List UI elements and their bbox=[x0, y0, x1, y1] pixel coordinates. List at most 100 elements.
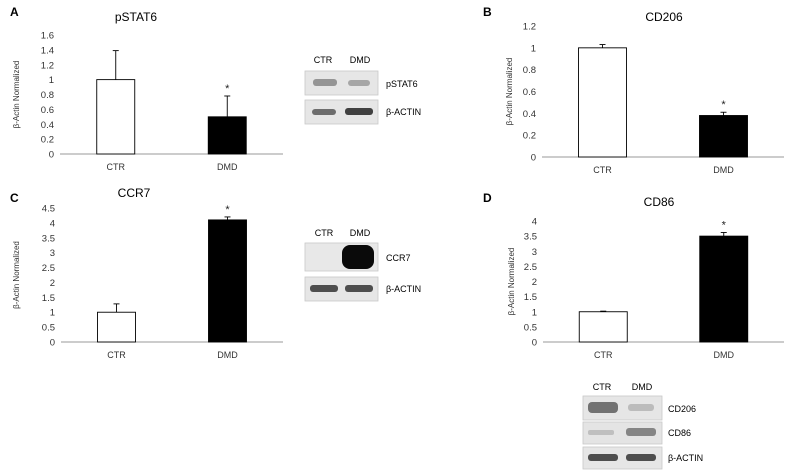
blot-a-lane-dmd: DMD bbox=[350, 55, 371, 65]
x-tick-label: DMD bbox=[217, 350, 238, 360]
y-tick-label: 1.6 bbox=[41, 31, 54, 42]
y-tick-label: 1 bbox=[49, 75, 54, 86]
x-tick-label: DMD bbox=[217, 162, 238, 172]
y-tick-label: 0.5 bbox=[42, 323, 55, 334]
blot-d-lane-dmd: DMD bbox=[632, 382, 653, 392]
y-tick-label: 1.2 bbox=[523, 22, 536, 33]
y-tick-label: 3.5 bbox=[524, 232, 537, 243]
y-axis-label: β-Actin Normalized bbox=[507, 248, 516, 316]
panel-b-title: CD206 bbox=[645, 10, 683, 24]
y-tick-label: 3.5 bbox=[42, 233, 55, 244]
y-tick-label: 0 bbox=[49, 150, 54, 161]
y-tick-label: 0.8 bbox=[41, 90, 54, 101]
panel-d-title: CD86 bbox=[644, 195, 675, 209]
y-tick-label: 0.6 bbox=[523, 87, 536, 98]
panel-a: A pSTAT6 0 0.2 0.4 0.6 0.8 1 1.2 1.4 1.6 β-Actin … bbox=[10, 5, 421, 172]
panel-d-blot: CTR DMD CD206 CD86 β-ACTIN bbox=[582, 382, 703, 470]
x-tick-label: DMD bbox=[713, 165, 734, 175]
y-tick-label: 1 bbox=[532, 307, 537, 318]
significance-marker: * bbox=[225, 83, 230, 95]
blot-c-band bbox=[342, 245, 374, 269]
significance-marker: * bbox=[722, 219, 727, 231]
y-tick-label: 1 bbox=[531, 43, 536, 54]
y-tick-label: 0 bbox=[532, 338, 537, 349]
blot-a-lane-ctr: CTR bbox=[314, 55, 333, 65]
x-tick-label: CTR bbox=[594, 350, 613, 360]
blot-c-band bbox=[345, 285, 373, 292]
y-tick-label: 2.5 bbox=[42, 263, 55, 274]
y-tick-label: 3 bbox=[532, 247, 537, 258]
blot-d-band bbox=[588, 430, 614, 435]
blot-d-band bbox=[626, 454, 656, 461]
bar-ctr bbox=[578, 311, 628, 343]
blot-a-row-2: β-ACTIN bbox=[386, 107, 421, 117]
blot-c-band bbox=[310, 285, 338, 292]
y-tick-label: 1.4 bbox=[41, 45, 54, 56]
y-axis-label: β-Actin Normalized bbox=[12, 241, 21, 309]
blot-a-band bbox=[313, 79, 337, 86]
blot-d-row-1: CD206 bbox=[668, 404, 696, 414]
blot-d-strip-3 bbox=[582, 446, 663, 470]
y-tick-label: 4.5 bbox=[42, 204, 55, 215]
y-tick-label: 0.4 bbox=[41, 120, 54, 131]
y-tick-label: 4 bbox=[50, 218, 55, 229]
panel-c-letter: C bbox=[10, 191, 19, 205]
y-tick-label: 0 bbox=[531, 153, 536, 164]
y-tick-label: 0.2 bbox=[523, 131, 536, 142]
panel-b-chart: 0 0.2 0.4 0.6 0.8 1 1.2 β-Actin Normalized CTR * D… bbox=[505, 22, 784, 175]
blot-d-band bbox=[588, 402, 618, 413]
x-tick-label: CTR bbox=[107, 162, 126, 172]
panel-b-letter: B bbox=[483, 5, 492, 19]
y-tick-label: 2.5 bbox=[524, 262, 537, 273]
y-tick-label: 0 bbox=[50, 338, 55, 349]
blot-a-band bbox=[348, 80, 370, 86]
blot-d-lane-ctr: CTR bbox=[593, 382, 612, 392]
x-tick-label: CTR bbox=[593, 165, 612, 175]
panel-b: B CD206 0 0.2 0.4 0.6 0.8 1 1.2 β-Actin Normali… bbox=[483, 5, 784, 175]
x-tick-label: DMD bbox=[714, 350, 735, 360]
bar-ctr bbox=[97, 311, 136, 343]
blot-d-row-2: CD86 bbox=[668, 428, 691, 438]
blot-c-row-1: CCR7 bbox=[386, 253, 411, 263]
blot-a-band bbox=[312, 109, 336, 115]
blot-c-lane-dmd: DMD bbox=[350, 228, 371, 238]
panel-d-chart: 0 0.5 1 1.5 2 2.5 3 3.5 4 β-Actin Normalized CTR * D… bbox=[507, 217, 784, 360]
blot-a-band bbox=[345, 108, 373, 115]
blot-d-band bbox=[588, 454, 618, 461]
y-tick-label: 3 bbox=[50, 248, 55, 259]
panel-c: C CCR7 0 0.5 1 1.5 2 2.5 3 3.5 4 4.5 β-Actin Norma… bbox=[10, 186, 421, 360]
y-tick-label: 0.6 bbox=[41, 105, 54, 116]
blot-d-band bbox=[628, 404, 654, 411]
y-axis-label: β-Actin Normalized bbox=[12, 61, 21, 129]
y-tick-label: 2 bbox=[532, 277, 537, 288]
y-tick-label: 2 bbox=[50, 278, 55, 289]
blot-d-row-3: β-ACTIN bbox=[668, 453, 703, 463]
blot-c-row-2: β-ACTIN bbox=[386, 284, 421, 294]
y-tick-label: 0.5 bbox=[524, 322, 537, 333]
panel-d: D CD86 0 0.5 1 1.5 2 2.5 3 3.5 4 β-Actin Normaliz… bbox=[483, 191, 784, 470]
bar-dmd bbox=[208, 219, 247, 343]
significance-marker: * bbox=[721, 99, 726, 111]
panel-c-title: CCR7 bbox=[118, 186, 151, 200]
panel-c-chart: 0 0.5 1 1.5 2 2.5 3 3.5 4 4.5 β-Actin Normalized CT… bbox=[12, 204, 283, 360]
y-tick-label: 4 bbox=[532, 217, 537, 228]
bar-dmd bbox=[207, 116, 247, 155]
bar-ctr bbox=[578, 47, 627, 158]
significance-marker: * bbox=[225, 204, 230, 216]
y-tick-label: 0.4 bbox=[523, 109, 536, 120]
panel-c-blot: CTR DMD CCR7 β-ACTIN bbox=[304, 228, 421, 302]
y-tick-label: 1.2 bbox=[41, 60, 54, 71]
panel-a-blot: CTR DMD pSTAT6 β-ACTIN bbox=[304, 55, 421, 125]
x-tick-label: CTR bbox=[107, 350, 126, 360]
bar-dmd bbox=[699, 235, 749, 343]
bar-ctr bbox=[96, 79, 136, 155]
blot-c-lane-ctr: CTR bbox=[315, 228, 334, 238]
y-tick-label: 0.8 bbox=[523, 65, 536, 76]
blot-d-strip-2 bbox=[582, 421, 663, 445]
y-tick-label: 1 bbox=[50, 308, 55, 319]
panel-a-title: pSTAT6 bbox=[115, 10, 158, 24]
y-tick-label: 1.5 bbox=[524, 292, 537, 303]
y-axis-label: β-Actin Normalized bbox=[505, 58, 514, 126]
blot-d-band bbox=[626, 428, 656, 436]
